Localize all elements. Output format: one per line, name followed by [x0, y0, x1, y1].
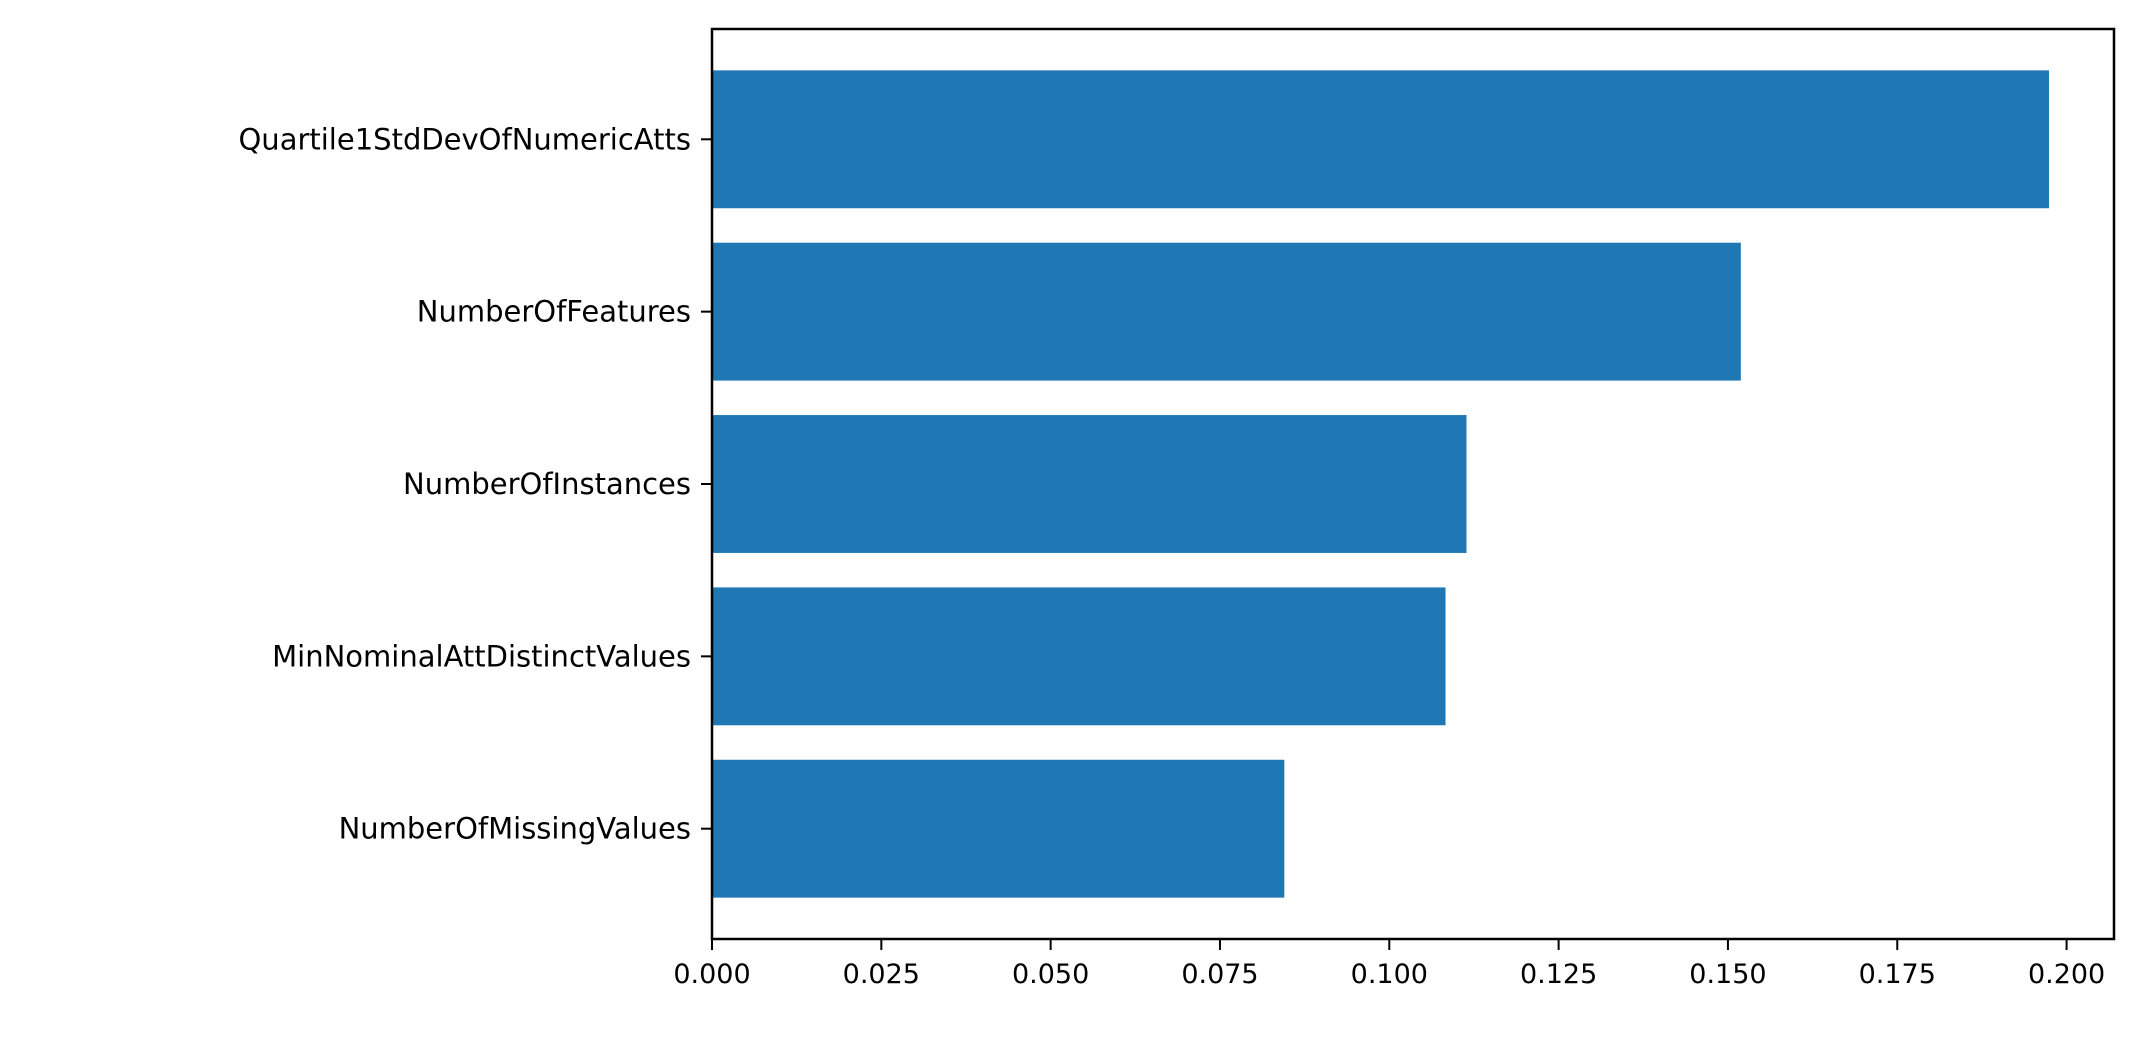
x-tick-label: 0.100: [1351, 959, 1428, 990]
x-tick-label: 0.125: [1520, 959, 1597, 990]
x-tick-label: 0.025: [843, 959, 920, 990]
bars-layer: [712, 70, 2049, 898]
y-tick-label: NumberOfFeatures: [417, 295, 691, 329]
y-tick-label: NumberOfInstances: [403, 467, 691, 501]
bar-MinNominalAttDistinctValues: [712, 587, 1446, 726]
bar-NumberOfInstances: [712, 415, 1467, 553]
x-tick-label: 0.050: [1012, 959, 1089, 990]
y-axis: Quartile1StdDevOfNumericAtts NumberOfFeat…: [238, 122, 712, 846]
y-tick-label: Quartile1StdDevOfNumericAtts: [238, 122, 691, 156]
y-tick-label: NumberOfMissingValues: [339, 812, 691, 846]
x-tick-label: 0.075: [1181, 959, 1258, 990]
plot-frame: [710, 27, 2116, 941]
x-tick-label: 0.150: [1689, 959, 1766, 990]
x-tick-label: 0.175: [1859, 959, 1936, 990]
y-tick-label: MinNominalAttDistinctValues: [272, 639, 691, 673]
bar-Quartile1StdDevOfNumericAtts: [712, 70, 2049, 209]
bar-NumberOfFeatures: [712, 242, 1741, 381]
bar-NumberOfMissingValues: [712, 759, 1285, 898]
x-tick-label: 0.200: [2028, 959, 2105, 990]
x-tick-label: 0.000: [673, 959, 750, 990]
x-axis: 0.000 0.025 0.050 0.075 0.100 0.125 0.150 0.175…: [673, 939, 2105, 990]
